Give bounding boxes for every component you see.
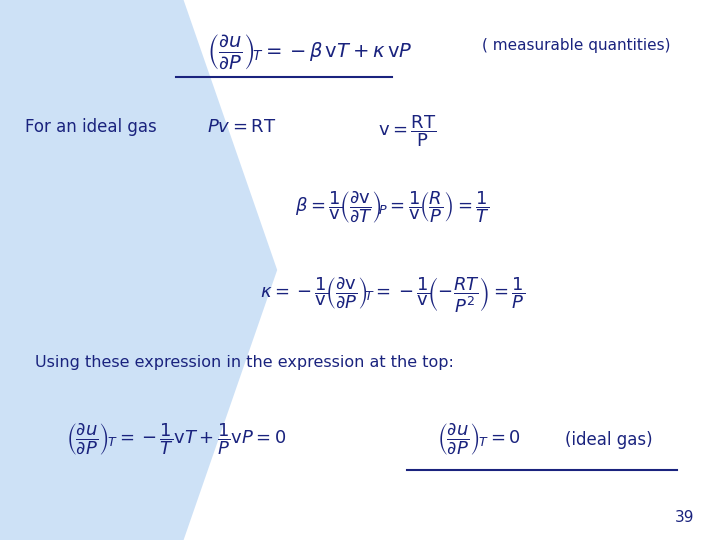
Text: (ideal gas): (ideal gas) — [564, 431, 652, 449]
Text: For an ideal gas: For an ideal gas — [25, 118, 157, 136]
Text: 39: 39 — [675, 510, 695, 525]
Text: $Pv = \mathrm{RT}$: $Pv = \mathrm{RT}$ — [207, 118, 276, 136]
Text: $\left(\dfrac{\partial u}{\partial P}\right)_{\!T} = -\beta\, \mathrm{v}T + \kap: $\left(\dfrac{\partial u}{\partial P}\ri… — [207, 32, 413, 71]
Text: $\beta = \dfrac{1}{\mathrm{v}}\!\left(\dfrac{\partial \mathrm{v}}{\partial T}\ri: $\beta = \dfrac{1}{\mathrm{v}}\!\left(\d… — [295, 190, 490, 226]
Text: ( measurable quantities): ( measurable quantities) — [482, 38, 670, 53]
Text: $\left(\dfrac{\partial u}{\partial P}\right)_{\!T} = -\dfrac{1}{T}\mathrm{v}T + : $\left(\dfrac{\partial u}{\partial P}\ri… — [66, 422, 287, 458]
Text: $\left(\dfrac{\partial u}{\partial P}\right)_{\!T} = 0$: $\left(\dfrac{\partial u}{\partial P}\ri… — [437, 422, 521, 458]
Text: $\mathrm{v} = \dfrac{\mathrm{RT}}{\mathrm{P}}$: $\mathrm{v} = \dfrac{\mathrm{RT}}{\mathr… — [377, 113, 436, 149]
Text: $\kappa = -\dfrac{1}{\mathrm{v}}\!\left(\dfrac{\partial \mathrm{v}}{\partial P}\: $\kappa = -\dfrac{1}{\mathrm{v}}\!\left(… — [260, 275, 525, 314]
Text: Using these expression in the expression at the top:: Using these expression in the expression… — [35, 355, 454, 370]
Polygon shape — [0, 0, 277, 540]
